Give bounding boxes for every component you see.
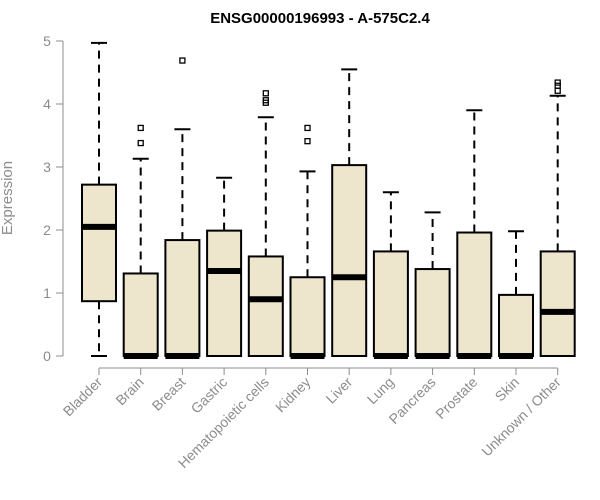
box-iqr (164, 239, 201, 357)
box-iqr (331, 164, 368, 357)
y-tick-label: 2 (43, 222, 51, 238)
y-axis-label: Expression (0, 161, 16, 235)
x-tick-label: Kidney (272, 374, 314, 416)
box-iqr (372, 250, 409, 357)
box-iqr (206, 229, 243, 358)
box-brain (122, 124, 159, 359)
box-iqr (456, 231, 493, 358)
box-kidney (289, 124, 326, 359)
box-iqr (81, 183, 117, 303)
y-tick-label: 4 (43, 96, 51, 112)
outlier-point (262, 90, 269, 97)
outlier-point (262, 97, 269, 104)
x-tick-label: Liver (323, 374, 356, 407)
x-tick-label: Skin (492, 374, 523, 405)
y-axis: 0 1 2 3 4 5 (43, 33, 64, 364)
outlier-point (179, 57, 186, 64)
outlier-point (554, 82, 561, 89)
box-prostate (456, 109, 493, 359)
box-iqr (122, 272, 159, 357)
outlier-point (137, 124, 144, 132)
box-pancreas (414, 211, 451, 359)
box-liver (331, 68, 368, 357)
box-iqr (498, 293, 534, 358)
outlier-point (554, 79, 561, 86)
x-tick-label: Prostate (432, 374, 480, 422)
chart-title: ENSG00000196993 - A-575C2.4 (210, 10, 430, 27)
box-breast (164, 57, 201, 359)
outlier-point (137, 139, 144, 147)
box-skin (498, 230, 534, 359)
outlier-point (554, 87, 561, 94)
y-tick-label: 0 (43, 348, 51, 364)
box-unknown-other (539, 79, 576, 357)
box-gastric (206, 176, 243, 358)
box-iqr (289, 276, 326, 357)
x-tick-label: Unknown / Other (478, 374, 564, 460)
box-lung (372, 191, 409, 359)
boxes-layer (81, 41, 576, 359)
x-tick-label: Lung (364, 374, 397, 407)
x-tick-label: Brain (112, 374, 146, 408)
y-tick-label: 1 (43, 285, 51, 301)
box-iqr (247, 255, 284, 357)
box-iqr (539, 250, 576, 357)
y-tick-label: 3 (43, 159, 51, 175)
box-hematopoietic-cells (247, 90, 284, 357)
y-tick-label: 5 (43, 33, 51, 49)
outlier-point (304, 124, 311, 132)
x-tick-label: Breast (149, 374, 189, 414)
box-iqr (414, 268, 451, 357)
outlier-point (304, 138, 311, 145)
x-tick-label: Bladder (60, 374, 106, 420)
box-bladder (81, 41, 117, 357)
